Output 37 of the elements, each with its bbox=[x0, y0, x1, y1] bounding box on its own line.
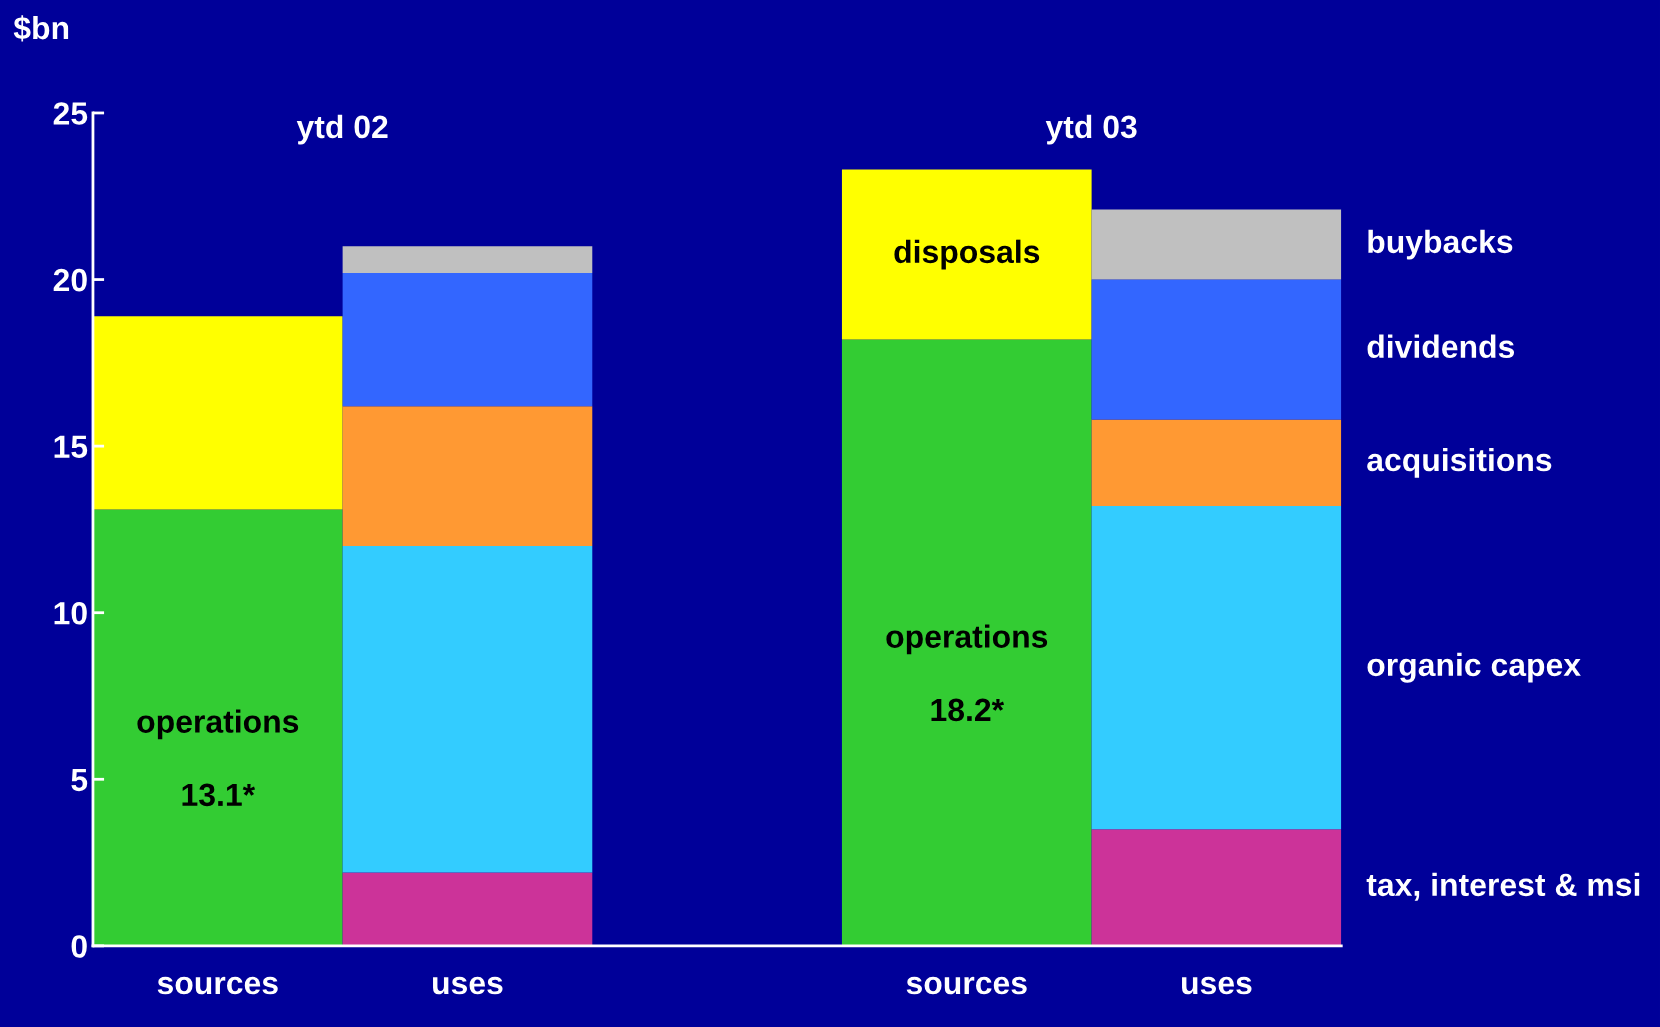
x-tick-label: sources bbox=[906, 976, 1027, 995]
y-tick-label: 25 bbox=[53, 102, 88, 125]
y-axis-title: $bn bbox=[13, 15, 69, 42]
y-tick-label: 5 bbox=[71, 768, 88, 792]
bar bbox=[342, 246, 593, 273]
data-label: 18.2* bbox=[931, 698, 1005, 722]
bar bbox=[1091, 506, 1342, 830]
series-label: buybacks bbox=[1368, 229, 1513, 260]
y-tick-label: 15 bbox=[54, 435, 88, 459]
series-label: organic capex bbox=[1367, 652, 1581, 683]
annotation: ytd 02 bbox=[296, 114, 388, 145]
bar bbox=[92, 509, 343, 946]
bar bbox=[1091, 279, 1342, 420]
x-tick-label: uses bbox=[433, 976, 503, 995]
bar bbox=[841, 339, 1092, 946]
bar bbox=[1091, 829, 1342, 946]
text: operations bbox=[137, 709, 299, 740]
x-tick-label: uses bbox=[1182, 976, 1252, 995]
series-label: disposals bbox=[894, 239, 1040, 270]
x-tick-label: sources bbox=[157, 976, 278, 995]
bar bbox=[1091, 209, 1342, 280]
series-label: tax, interest & msi bbox=[1366, 872, 1640, 901]
series-label: operations bbox=[886, 624, 1048, 655]
y-tick-label: 10 bbox=[54, 601, 87, 625]
bar bbox=[841, 169, 1092, 340]
series-label: acquisitions bbox=[1367, 447, 1552, 478]
bar bbox=[342, 546, 593, 873]
bar bbox=[342, 872, 593, 946]
annotation: ytd 03 bbox=[1045, 114, 1137, 145]
y-tick-label: 0 bbox=[71, 935, 87, 958]
data-label: 13.1* bbox=[182, 783, 256, 807]
bar bbox=[342, 272, 593, 407]
bar bbox=[342, 406, 593, 547]
bar bbox=[92, 316, 343, 510]
y-tick-label: 20 bbox=[53, 268, 87, 292]
series-label: dividends bbox=[1367, 334, 1515, 359]
bar bbox=[1091, 419, 1342, 507]
